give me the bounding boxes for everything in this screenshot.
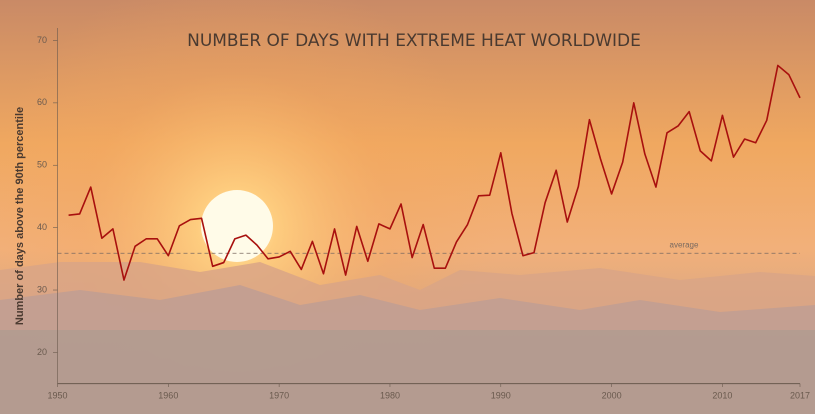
average-label: average [670,240,699,249]
y-tick-label: 30 [37,284,47,294]
x-tick-label: 2010 [712,390,732,400]
y-tick-label: 50 [37,160,47,170]
x-tick-label: 2017 [790,390,810,400]
y-axis-label: Number of days above the 90th percentile [14,107,26,325]
haze [0,330,815,414]
x-tick-label: 1960 [158,390,178,400]
x-tick-label: 2000 [602,390,622,400]
chart: NUMBER OF DAYS WITH EXTREME HEAT WORLDWI… [0,0,815,414]
y-tick-label: 40 [37,222,47,232]
chart-title: NUMBER OF DAYS WITH EXTREME HEAT WORLDWI… [187,31,641,51]
y-tick-label: 60 [37,97,47,107]
x-tick-label: 1990 [491,390,511,400]
y-tick-label: 20 [37,347,47,357]
y-tick-label: 70 [37,35,47,45]
x-tick-label: 1980 [380,390,400,400]
page: {"chart_data": {"type": "line", "title":… [0,0,815,414]
x-tick-label: 1950 [47,390,67,400]
x-tick-label: 1970 [269,390,289,400]
